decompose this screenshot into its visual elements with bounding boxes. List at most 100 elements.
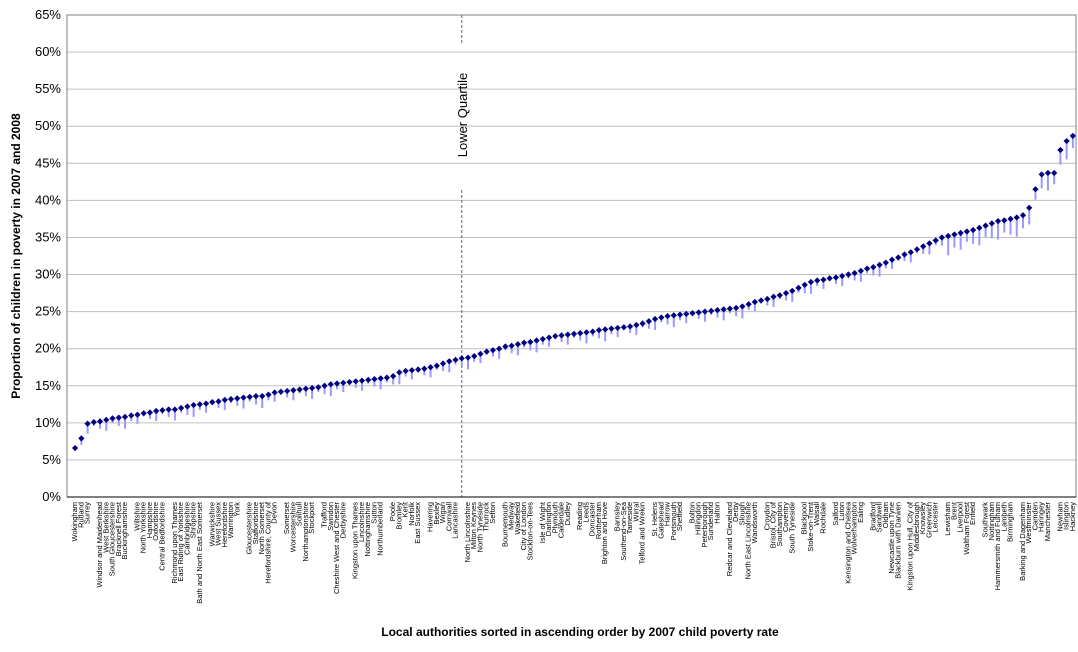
data-point — [433, 362, 440, 369]
x-category-label: Peterborough — [700, 502, 709, 547]
data-point — [988, 220, 995, 227]
x-category-label: Nottinghamshire — [363, 502, 372, 557]
data-point — [390, 373, 397, 380]
data-point — [265, 391, 272, 398]
data-point — [589, 328, 596, 335]
data-point — [751, 298, 758, 306]
y-tick-label: 60% — [35, 44, 61, 59]
data-point — [739, 303, 746, 310]
x-category-label: Poole — [388, 502, 397, 521]
x-category-label: York — [232, 502, 241, 517]
x-category-label: South Gloucestershire — [108, 502, 117, 576]
data-point — [951, 231, 958, 238]
data-point — [521, 339, 528, 346]
data-point — [408, 367, 415, 374]
data-point — [901, 251, 908, 258]
y-tick-label: 55% — [35, 81, 61, 96]
y-tick-label: 45% — [35, 155, 61, 170]
data-point — [483, 348, 490, 355]
data-point — [134, 411, 141, 418]
y-tick-label: 15% — [35, 378, 61, 393]
data-point — [446, 358, 453, 365]
data-point — [396, 369, 403, 376]
x-category-label: Stockport — [307, 501, 316, 534]
x-category-label: Luton — [837, 502, 846, 521]
data-point — [284, 387, 291, 395]
x-category-label: Devon — [270, 502, 279, 524]
data-point — [327, 381, 334, 388]
x-category-label: Barnsley — [613, 502, 622, 531]
x-category-label: Milton Keynes — [469, 502, 478, 549]
x-category-label: Bath and North East Somerset — [195, 501, 204, 604]
data-point — [153, 407, 160, 415]
data-point — [733, 304, 740, 312]
x-category-label: Oxfordshire — [151, 502, 160, 541]
data-point — [963, 228, 970, 235]
data-point — [1013, 214, 1020, 221]
x-category-label: Trafford — [320, 502, 329, 528]
data-point — [346, 378, 353, 386]
x-category-label: Southend-on-Sea — [619, 501, 628, 561]
data-point — [658, 314, 665, 321]
x-category-label: Cheshire West and Chester — [332, 502, 341, 594]
data-point — [1051, 169, 1058, 177]
x-category-label: Kingston upon Thames — [351, 502, 360, 579]
data-point — [826, 275, 833, 282]
data-point — [664, 312, 671, 320]
data-point — [240, 394, 247, 401]
data-point — [695, 309, 702, 316]
x-category-label: Sunderland — [706, 502, 715, 540]
x-category-label: Leeds — [581, 502, 590, 523]
x-category-label: Worcestershire — [288, 502, 297, 552]
x-category-label: Wiltshire — [132, 502, 141, 531]
data-point — [1019, 212, 1027, 219]
data-point — [202, 400, 210, 407]
data-point — [227, 396, 235, 403]
y-tick-label: 20% — [35, 341, 61, 356]
x-category-label: Herefordshire — [220, 502, 229, 547]
x-category-label: Newcastle upon Tyne — [887, 502, 896, 574]
x-category-label: Doncaster — [588, 502, 597, 537]
data-point — [651, 315, 659, 323]
data-point — [845, 271, 852, 278]
data-point — [545, 334, 553, 341]
data-point — [895, 254, 902, 261]
data-point — [184, 403, 191, 410]
x-category-label: Bolton — [687, 502, 696, 523]
data-point — [502, 343, 509, 350]
data-point — [552, 332, 559, 340]
data-point — [252, 393, 260, 400]
data-point — [745, 301, 752, 308]
data-point — [221, 396, 228, 403]
x-category-label: Stockton-on-Tees — [525, 502, 534, 561]
x-category-label: Brighton and Hove — [600, 502, 609, 564]
data-point — [670, 312, 677, 319]
x-category-label: Isle of Wight — [538, 501, 547, 543]
x-category-label: Portsmouth — [669, 502, 678, 540]
x-category-label: Bracknell Forest — [114, 501, 123, 556]
data-point — [377, 375, 384, 382]
data-point — [140, 410, 147, 417]
data-point — [496, 345, 503, 352]
y-tick-label: 5% — [42, 452, 61, 467]
data-point — [215, 398, 222, 405]
data-point — [165, 406, 172, 413]
data-point — [171, 406, 179, 413]
data-point — [620, 324, 627, 331]
data-point — [795, 284, 802, 291]
x-category-label: Derby — [731, 502, 740, 522]
x-category-label: Kingston upon Hull, City of — [906, 501, 915, 590]
x-category-label: Lancashire — [451, 502, 460, 539]
data-point — [920, 243, 927, 250]
x-category-label: Kent — [401, 501, 410, 517]
x-category-label: Newham — [1055, 502, 1064, 532]
data-point — [639, 320, 646, 327]
y-tick-label: 35% — [35, 229, 61, 244]
data-point — [121, 413, 129, 421]
x-category-label: Derbyshire — [338, 502, 347, 538]
data-point — [913, 246, 921, 253]
plot-frame — [66, 14, 1077, 498]
data-point — [814, 277, 821, 284]
data-points — [72, 132, 1076, 452]
x-category-label: Southwark — [981, 502, 990, 538]
